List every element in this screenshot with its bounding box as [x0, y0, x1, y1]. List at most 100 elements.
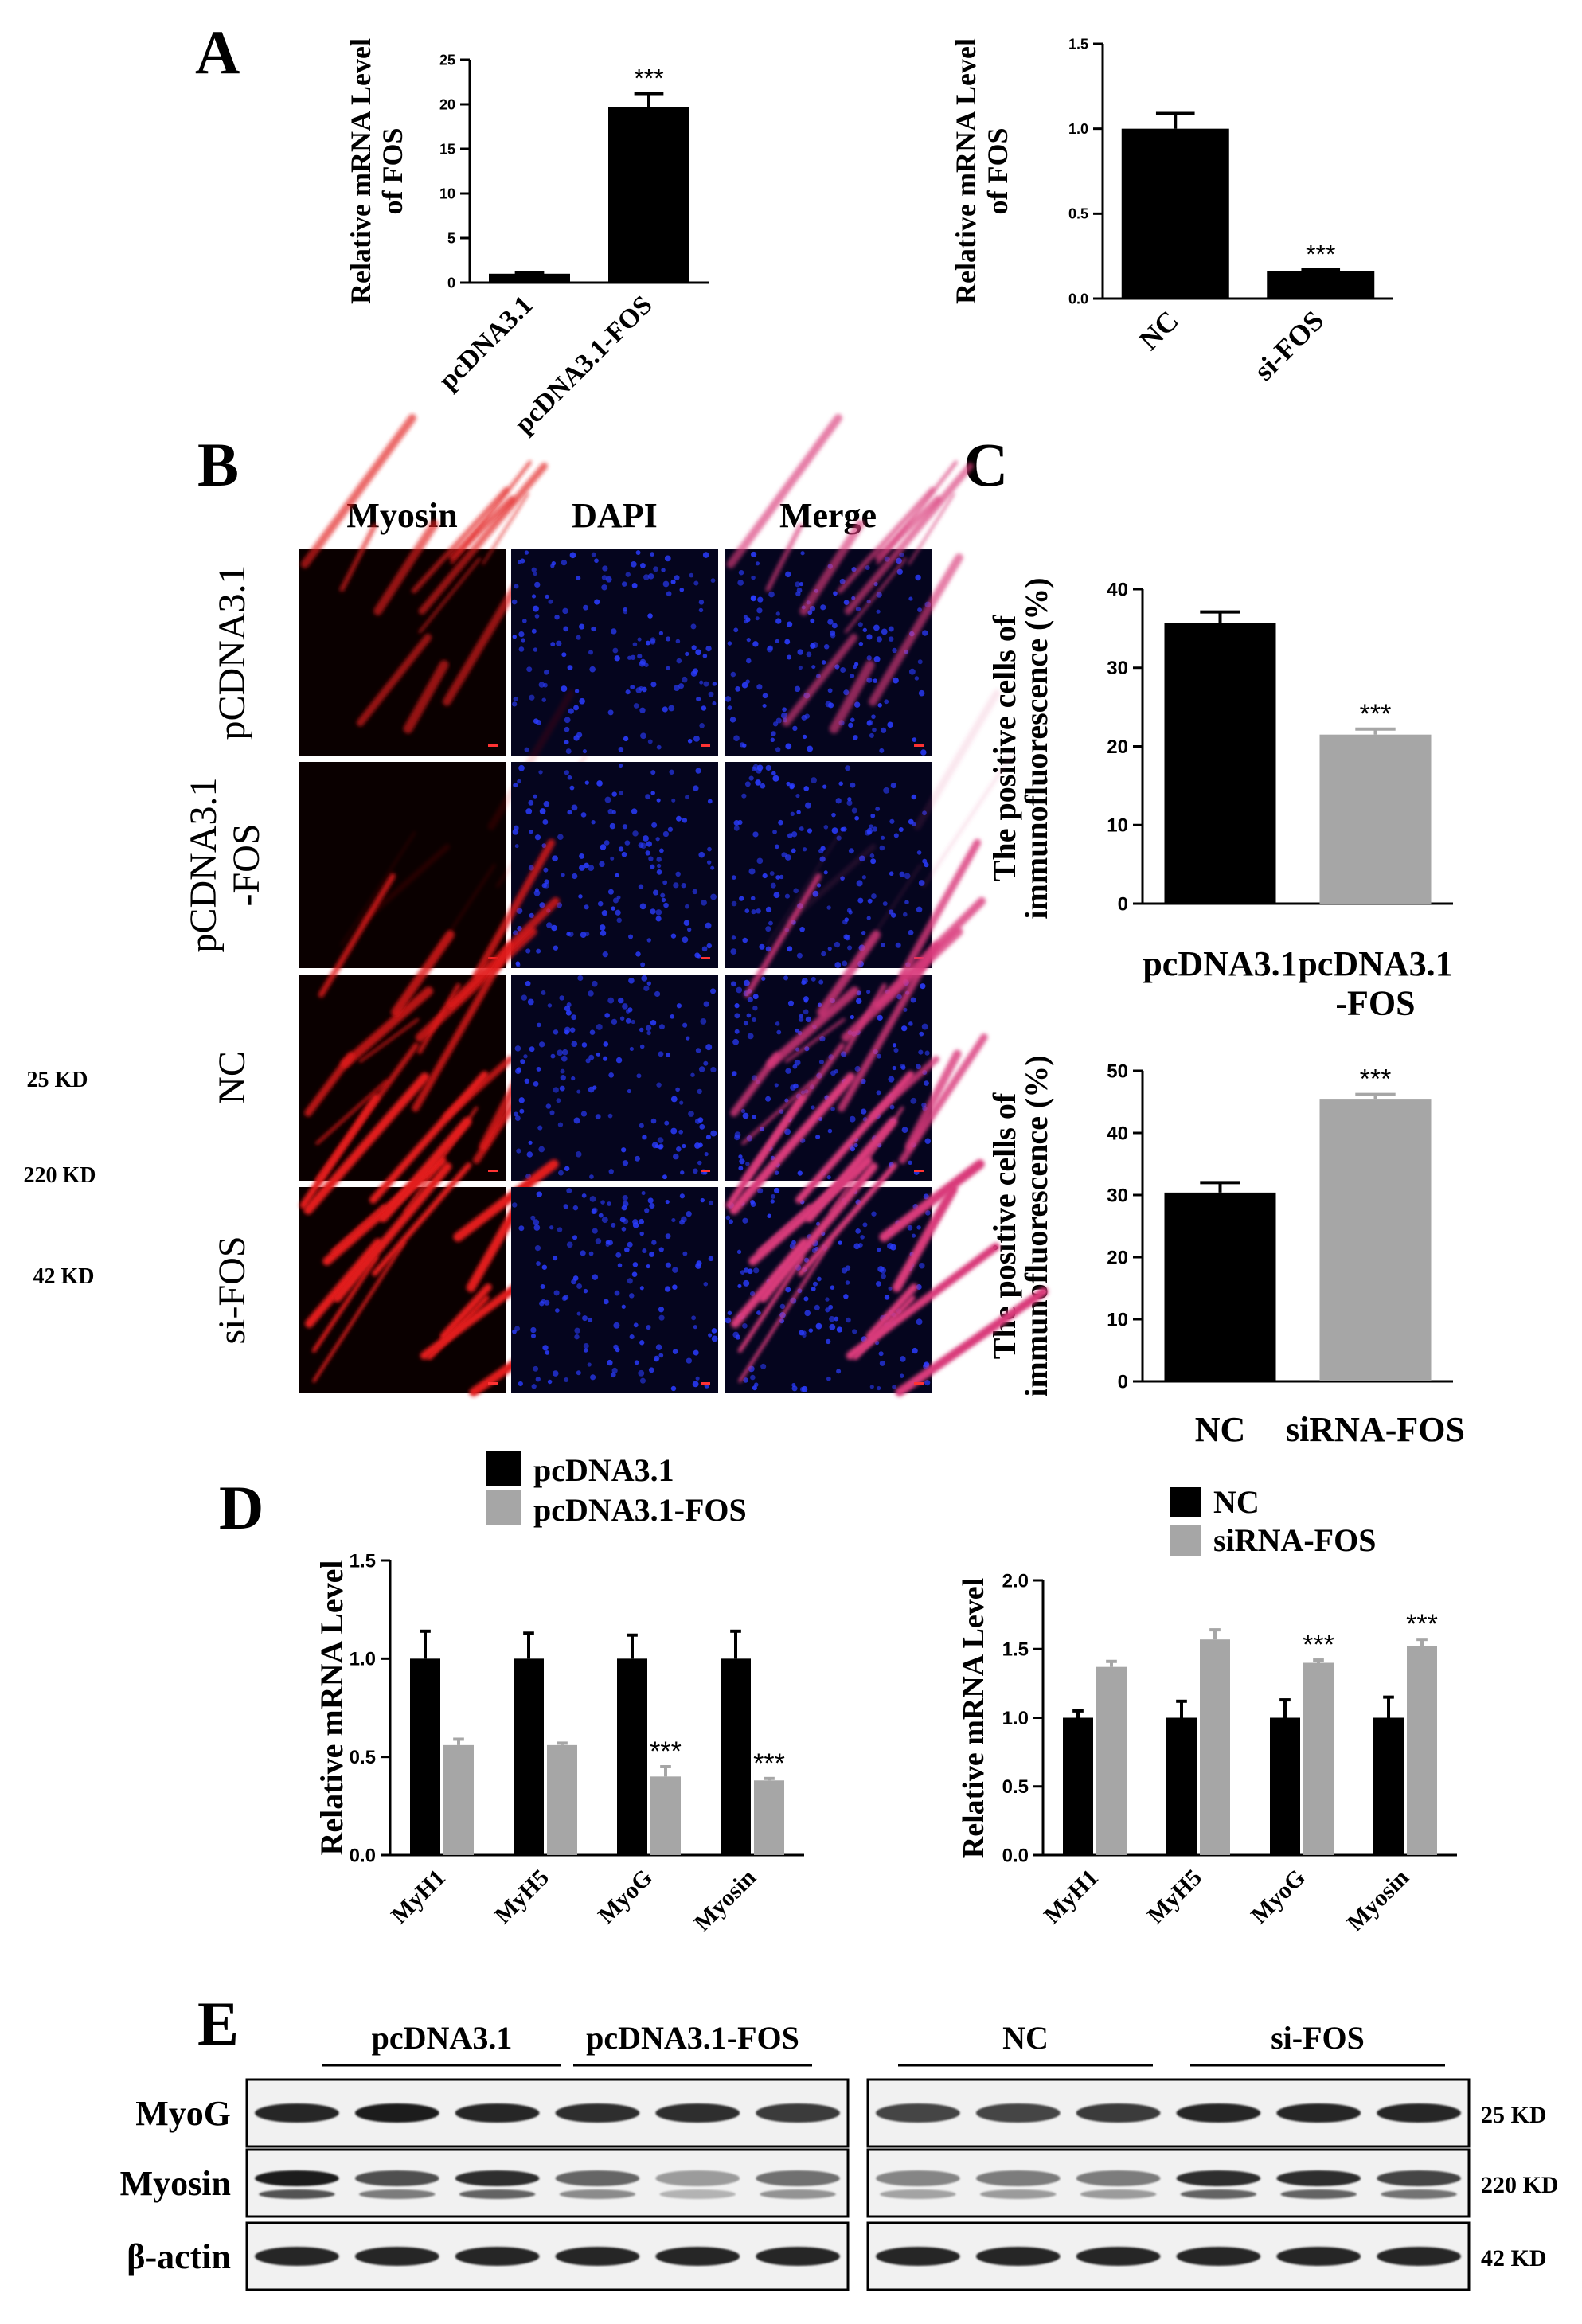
nucleus	[515, 1068, 521, 1075]
nucleus	[674, 575, 680, 580]
y-tick-label: 1.5	[1068, 36, 1088, 52]
blot-band	[1076, 2247, 1161, 2266]
nucleus	[566, 1002, 572, 1008]
nucleus	[685, 904, 689, 909]
nucleus	[632, 642, 638, 647]
nucleus	[679, 588, 685, 592]
y-tick-label: 0	[1118, 893, 1128, 915]
nucleus	[918, 1049, 924, 1055]
nucleus	[919, 1262, 925, 1269]
nucleus	[910, 997, 916, 1003]
nucleus	[679, 1193, 685, 1199]
nucleus	[900, 1064, 906, 1069]
nucleus	[693, 1349, 699, 1356]
nucleus	[573, 705, 579, 711]
nucleus	[829, 1323, 836, 1330]
myosin-fiber	[372, 1162, 472, 1277]
nucleus	[771, 1193, 775, 1199]
myosin-fiber	[378, 1117, 472, 1223]
y-tick-label: 10	[439, 186, 455, 201]
nucleus	[888, 626, 894, 632]
nucleus	[646, 1264, 650, 1269]
nucleus	[656, 857, 662, 862]
bar	[443, 1744, 474, 1855]
nucleus	[666, 1052, 670, 1057]
myosin-fiber	[412, 941, 514, 1112]
nucleus	[745, 679, 750, 684]
nucleus	[569, 785, 575, 791]
nucleus	[639, 1340, 645, 1346]
nucleus	[543, 867, 549, 873]
nucleus	[917, 659, 923, 665]
nucleus	[843, 1294, 849, 1299]
nucleus	[892, 1043, 897, 1048]
nucleus	[557, 1227, 563, 1232]
nucleus	[638, 884, 644, 889]
bar	[1200, 1639, 1230, 1855]
x-tick-label: Myosin	[1342, 1864, 1414, 1936]
nucleus	[545, 1350, 550, 1355]
blot-band	[1076, 2170, 1161, 2186]
blot-band-lower	[358, 2189, 436, 2199]
nucleus	[512, 635, 517, 639]
myosin-fiber	[829, 660, 875, 734]
micrograph-bg	[299, 762, 506, 968]
nucleus	[533, 718, 539, 724]
nucleus	[697, 1160, 702, 1166]
nucleus	[893, 677, 899, 684]
nucleus	[798, 1017, 804, 1022]
nucleus	[799, 582, 804, 587]
nucleus	[730, 981, 736, 987]
nucleus	[627, 655, 632, 660]
nucleus	[827, 947, 832, 951]
myosin-fiber	[333, 1162, 452, 1303]
nucleus	[857, 897, 864, 904]
nucleus	[855, 606, 861, 612]
nucleus	[791, 1240, 796, 1245]
nucleus	[854, 1065, 861, 1072]
nucleus	[619, 1217, 626, 1223]
nucleus	[917, 607, 922, 612]
nucleus	[665, 1262, 671, 1268]
nucleus	[798, 665, 803, 670]
nucleus	[631, 1019, 635, 1025]
nucleus	[542, 682, 548, 688]
nucleus	[734, 1029, 740, 1034]
blot-frame	[866, 2148, 1471, 2218]
nucleus	[699, 680, 704, 685]
nucleus	[858, 641, 864, 646]
nucleus	[791, 848, 796, 853]
nucleus	[807, 828, 813, 834]
nucleus	[594, 599, 600, 605]
nucleus	[579, 853, 584, 859]
nucleus	[699, 723, 705, 728]
nucleus	[584, 1348, 588, 1353]
myosin-fiber	[299, 1094, 380, 1209]
nucleus	[595, 1114, 601, 1120]
nucleus	[541, 990, 546, 995]
nucleus	[638, 1369, 645, 1377]
nucleus	[705, 1135, 711, 1140]
nucleus	[888, 1076, 895, 1083]
nucleus	[899, 871, 905, 877]
nucleus	[513, 825, 519, 831]
nucleus	[621, 581, 627, 587]
nucleus	[912, 1347, 918, 1354]
bar	[1303, 1662, 1334, 1855]
nucleus	[881, 943, 885, 947]
nucleus	[740, 1108, 746, 1114]
nucleus	[871, 1211, 877, 1217]
nucleus	[870, 858, 877, 865]
nucleus	[810, 618, 815, 623]
nucleus	[874, 1340, 880, 1346]
nucleus	[581, 1042, 588, 1048]
nucleus	[670, 1385, 677, 1392]
western-blot: pcDNA3.1 pcDNA3.1-FOS NC si-FOS MyoG 25 KD Myo…	[120, 2020, 1559, 2291]
nucleus	[639, 1286, 644, 1291]
nucleus	[703, 1001, 709, 1007]
nucleus	[657, 1137, 664, 1143]
nucleus	[565, 748, 572, 755]
nucleus	[522, 619, 527, 623]
size-label: 42 KD	[33, 1264, 95, 1289]
